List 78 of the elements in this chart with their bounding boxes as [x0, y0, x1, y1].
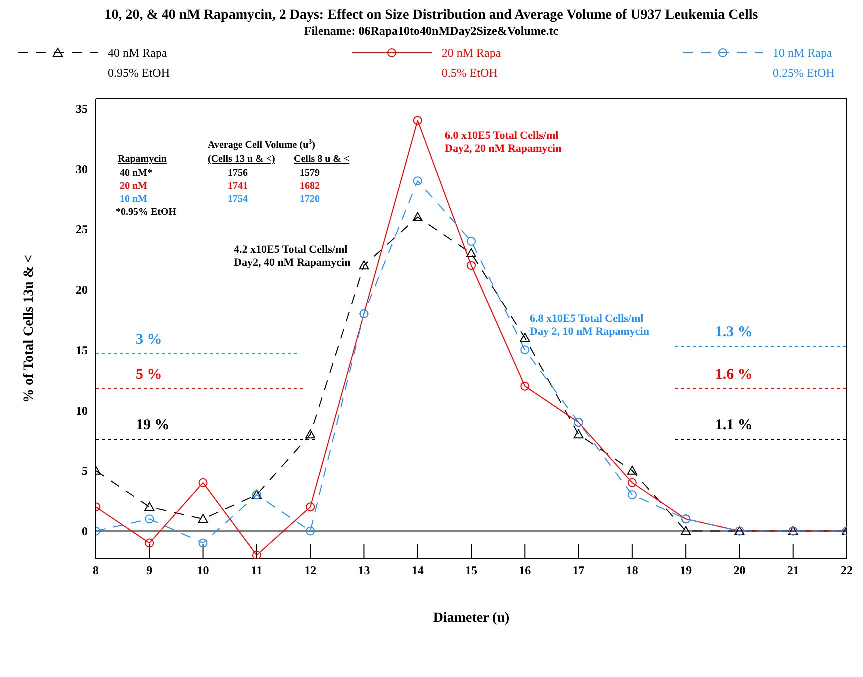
- series-label: 3 %: [136, 332, 162, 348]
- annotation: (Cells 13 u & <): [208, 154, 276, 165]
- x-tick-label: 11: [251, 564, 263, 578]
- point: [198, 514, 208, 524]
- annotation: 6.0 x10E5 Total Cells/ml Day2, 20 nM Rapamycin: [445, 130, 562, 156]
- annotation: 6.8 x10E5 Total Cells/ml Day 2, 10 nM Rapamycin: [530, 313, 650, 339]
- annotation: 4.2 x10E5 Total Cells/ml Day2, 40 nM Rapamycin: [234, 244, 351, 270]
- x-tick-label: 19: [680, 564, 692, 578]
- x-tick-label: 18: [626, 564, 638, 578]
- point: [520, 346, 530, 355]
- x-tick-label: 21: [787, 564, 800, 578]
- x-tick-label: 8: [93, 564, 99, 578]
- x-tick-label: 9: [146, 564, 153, 578]
- annotation: 1756: [228, 168, 248, 179]
- point: [628, 478, 637, 488]
- chart-subtitle: Filename: 06Rapa10to40nMDay2Size&Volume.tc: [303, 24, 560, 39]
- point: [466, 248, 476, 258]
- point: [413, 116, 422, 126]
- point: [681, 526, 692, 536]
- x-tick-label: 14: [412, 564, 424, 578]
- y-axis-title: % of Total Cells 13u & <: [22, 254, 37, 403]
- annotation: 40 nM*: [120, 168, 152, 179]
- text: 40 nM Rapa 0.95% EtOH: [108, 45, 170, 82]
- annotation: 1720: [300, 194, 320, 205]
- annotation: Average Cell Volume (u$^{3}$): [208, 138, 316, 151]
- point: [520, 333, 530, 342]
- chart-title: 10, 20, & 40 nM Rapamycin, 2 Days: Effect on Size Distribution and Average Volume of U937 Leukemia Cells: [104, 8, 760, 24]
- series-label: 1.1 %: [715, 417, 753, 434]
- x-axis-title: Diameter (u): [433, 610, 510, 626]
- annotation: Cells 8 u & <: [294, 154, 350, 165]
- point: [145, 514, 154, 524]
- annotation: 1754: [228, 194, 248, 205]
- point: [627, 466, 638, 475]
- annotation: 1579: [300, 168, 320, 179]
- point: [413, 176, 422, 186]
- point: [145, 538, 154, 548]
- x-tick-label: 12: [304, 564, 317, 578]
- point: [198, 478, 208, 488]
- point: [144, 502, 155, 512]
- y-tick-label: 30: [76, 162, 88, 176]
- x-tick-label: 22: [841, 564, 853, 578]
- point: [359, 260, 370, 270]
- x-tick-label: 13: [358, 564, 370, 578]
- series-label: 5 %: [136, 366, 162, 383]
- point: [252, 550, 262, 559]
- y-tick-label: 0: [82, 524, 88, 538]
- point: [306, 526, 316, 536]
- annotation: 20 nM: [120, 181, 148, 192]
- x-tick-label: 20: [734, 564, 746, 578]
- point: [198, 538, 208, 548]
- series-label: 1.3 %: [715, 324, 753, 341]
- point: [467, 236, 476, 246]
- annotation: 10 nM: [120, 194, 148, 205]
- x-tick-label: 15: [466, 564, 478, 578]
- point: [574, 430, 584, 439]
- text: 20 nM Rapa 0.5% EtOH: [442, 45, 502, 82]
- point: [520, 382, 530, 391]
- x-tick-label: 16: [519, 564, 532, 578]
- y-tick-label: 5: [82, 464, 88, 478]
- annotation: 1741: [228, 181, 248, 192]
- text: 10 nM Rapa 0.25% EtOH: [772, 45, 835, 82]
- x-tick-label: 10: [197, 564, 210, 578]
- x-tick-label: 17: [572, 564, 585, 578]
- point: [467, 261, 476, 270]
- series-label: 1.6 %: [715, 366, 753, 383]
- y-tick-label: 35: [76, 102, 88, 116]
- annotation: Rapamycin: [118, 154, 168, 165]
- y-tick-label: 15: [76, 343, 88, 358]
- annotation: 1682: [300, 181, 320, 192]
- point: [628, 490, 637, 500]
- y-tick-label: 20: [76, 283, 88, 298]
- y-tick-label: 25: [76, 222, 88, 237]
- y-tick-label: 10: [76, 404, 88, 418]
- point: [306, 430, 316, 439]
- series-label: 19 %: [136, 417, 170, 434]
- point: [306, 502, 316, 512]
- point: [412, 212, 423, 222]
- annotation: *0.95% EtOH: [116, 207, 177, 218]
